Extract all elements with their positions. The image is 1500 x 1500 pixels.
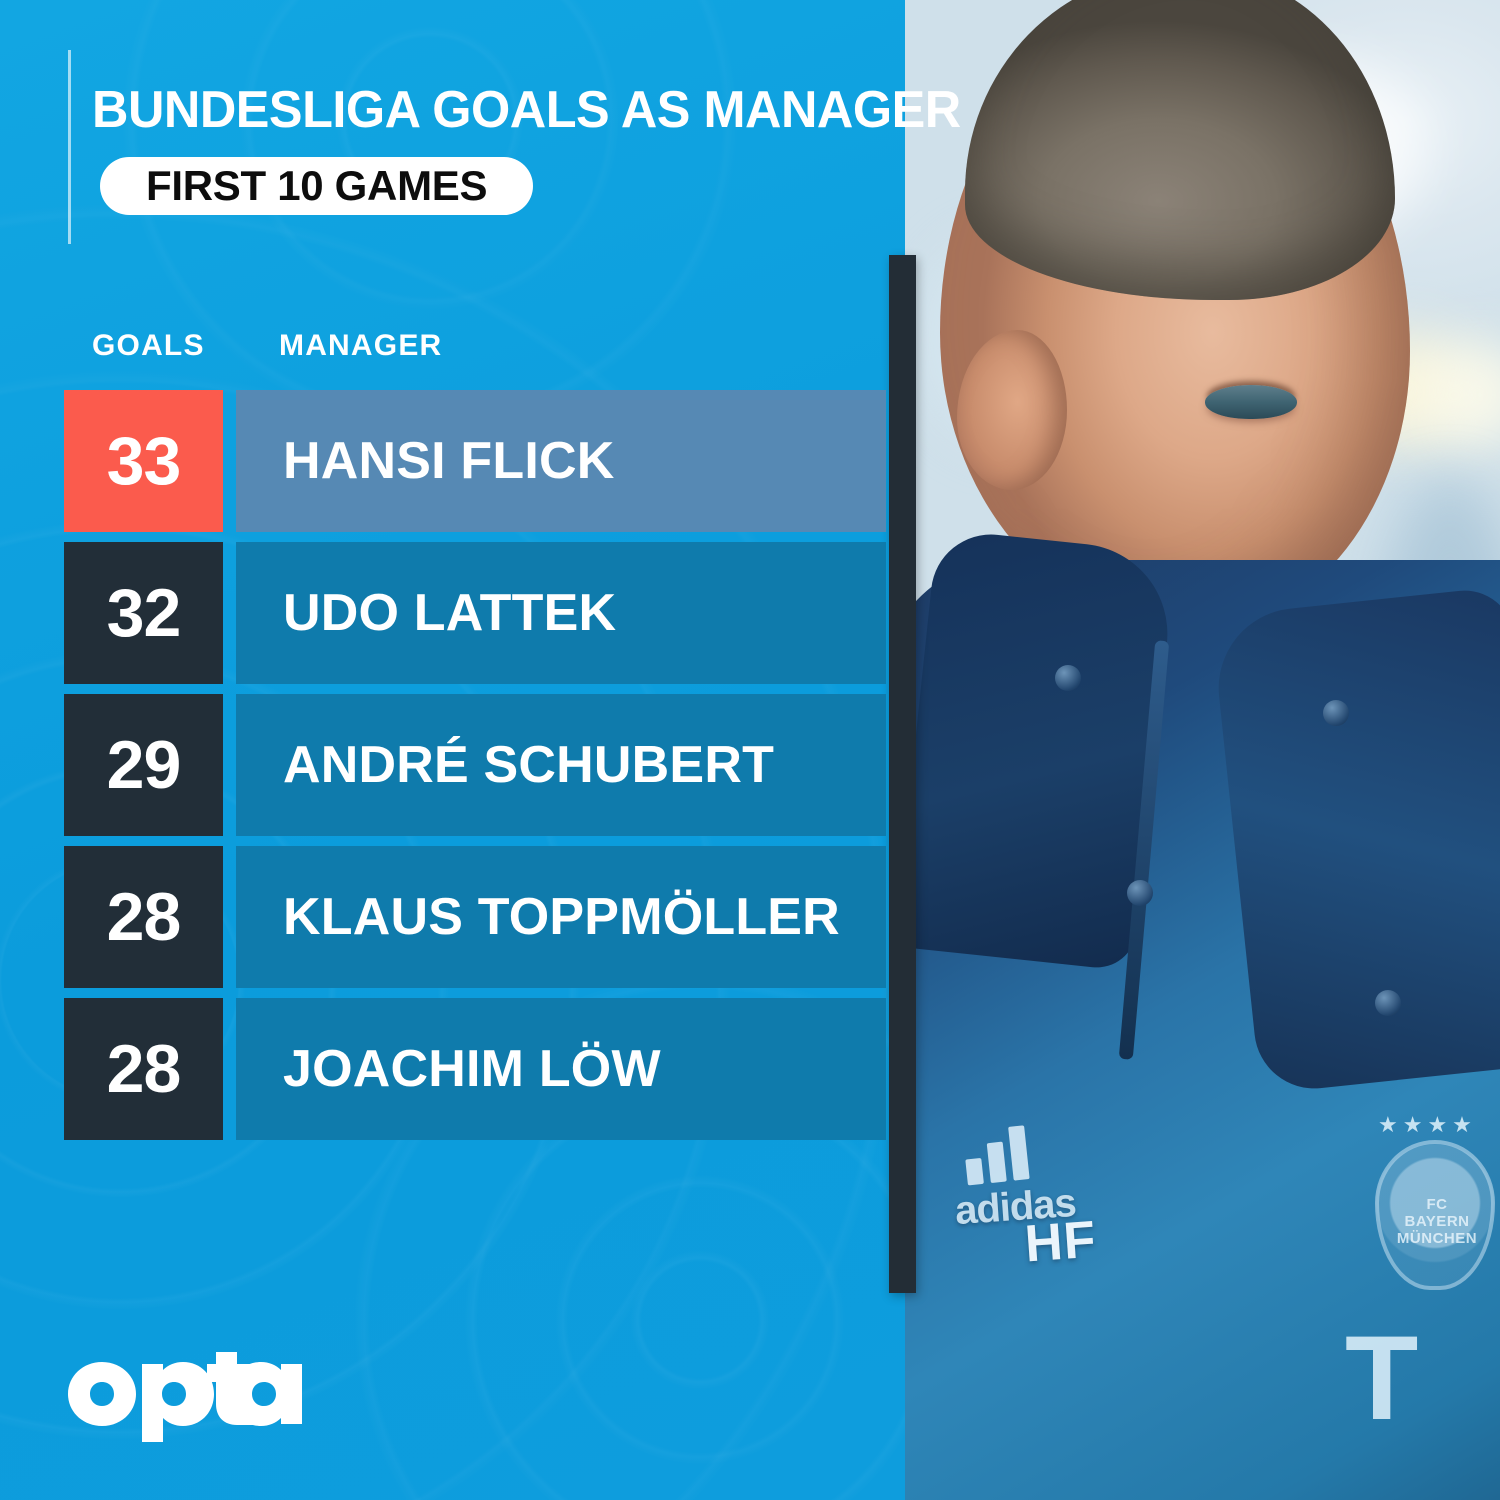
- jacket-collar-right: [1210, 585, 1500, 1095]
- jacket-stud: [1127, 880, 1153, 906]
- club-crest-icon: [1375, 1140, 1495, 1290]
- portrait-hair: [965, 0, 1395, 300]
- sponsor-logo: T: [1345, 1311, 1419, 1445]
- jacket-initials: HF: [1023, 1210, 1099, 1274]
- table-row: 28 JOACHIM LÖW: [64, 998, 886, 1140]
- subtitle-pill: FIRST 10 GAMES: [100, 157, 534, 215]
- manager-cell: JOACHIM LÖW: [236, 998, 886, 1140]
- manager-cell: HANSI FLICK: [236, 390, 886, 532]
- manager-cell: UDO LATTEK: [236, 542, 886, 684]
- goals-value: 32: [106, 575, 182, 651]
- manager-cell: ANDRÉ SCHUBERT: [236, 694, 886, 836]
- jacket-stud: [1055, 665, 1081, 691]
- column-header-manager: MANAGER: [279, 329, 443, 362]
- opta-logo: [64, 1352, 304, 1447]
- goals-value: 29: [106, 727, 182, 803]
- goals-cell: 29: [64, 694, 223, 836]
- portrait-eye: [1205, 385, 1297, 419]
- jacket-stud: [1375, 990, 1401, 1016]
- table-row: 28 KLAUS TOPPMÖLLER: [64, 846, 886, 988]
- manager-cell: KLAUS TOPPMÖLLER: [236, 846, 886, 988]
- goals-cell: 28: [64, 846, 223, 988]
- column-header-goals: GOALS: [92, 329, 205, 362]
- goals-value: 33: [106, 423, 182, 499]
- manager-name: ANDRÉ SCHUBERT: [283, 736, 775, 794]
- subtitle-pill-label: FIRST 10 GAMES: [146, 162, 488, 209]
- manager-name: UDO LATTEK: [283, 584, 617, 642]
- vertical-divider-bar: [889, 255, 916, 1293]
- manager-name: HANSI FLICK: [283, 432, 615, 490]
- page-title: BUNDESLIGA GOALS AS MANAGER: [92, 81, 961, 139]
- goals-cell: 28: [64, 998, 223, 1140]
- manager-name: KLAUS TOPPMÖLLER: [283, 888, 840, 946]
- managers-table: 33 HANSI FLICK 32 UDO LATTEK 29 ANDRÉ SC…: [64, 390, 886, 1150]
- table-row: 32 UDO LATTEK: [64, 542, 886, 684]
- manager-name: JOACHIM LÖW: [283, 1040, 661, 1098]
- table-row: 29 ANDRÉ SCHUBERT: [64, 694, 886, 836]
- goals-cell: 33: [64, 390, 223, 532]
- goals-value: 28: [106, 1031, 182, 1107]
- adidas-stripes-icon: [962, 1125, 1036, 1186]
- title-accent-rule: [68, 50, 71, 244]
- jacket-stud: [1323, 700, 1349, 726]
- goals-value: 28: [106, 879, 182, 955]
- club-crest-label: FC BAYERN MÜNCHEN: [1396, 1196, 1478, 1247]
- crest-stars-icon: ★★★★: [1378, 1112, 1477, 1137]
- goals-cell: 32: [64, 542, 223, 684]
- manager-portrait-photo: adidas HF ★★★★ FC BAYERN MÜNCHEN T: [905, 0, 1500, 1500]
- portrait-ear: [957, 330, 1067, 490]
- table-row: 33 HANSI FLICK: [64, 390, 886, 532]
